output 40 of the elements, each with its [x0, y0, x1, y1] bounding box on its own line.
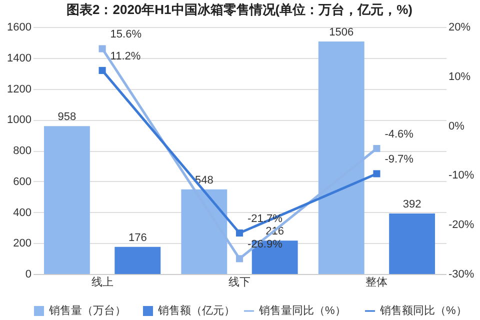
legend-label: 销售额（亿元）: [157, 304, 235, 317]
chart-title: 图表2：2020年H1中国冰箱零售情况(单位：万台，亿元，%): [66, 2, 412, 17]
point: [236, 255, 244, 262]
y-tick-label: 600: [13, 176, 32, 188]
legend-label: 销售量同比（%）: [258, 304, 346, 317]
legend-label: 销售量（万台）: [48, 304, 126, 317]
y-tick-label: 0: [25, 268, 32, 280]
y-tick-label: 1000: [7, 114, 32, 126]
data-label: 15.6%: [110, 28, 142, 41]
bar: [44, 126, 90, 274]
point: [373, 170, 380, 178]
point: [236, 229, 244, 237]
y-tick-label: 400: [13, 206, 32, 219]
y-tick-label: 800: [13, 145, 32, 157]
data-label: 1506: [329, 26, 354, 39]
y2-tick-label: -10%: [448, 170, 474, 182]
legend-label: 销售额同比（%）: [379, 304, 467, 317]
data-label: 11.2%: [110, 50, 141, 62]
y2-tick-label: -20%: [448, 219, 474, 232]
bar: [389, 213, 436, 274]
point: [98, 45, 106, 52]
y2-tick-label: -30%: [448, 268, 474, 280]
y2-tick-label: 20%: [448, 22, 471, 34]
data-label: 176: [128, 232, 147, 244]
data-label: 958: [58, 111, 76, 124]
x-tick-label: 整体: [366, 276, 388, 288]
y2-tick-label: 0%: [448, 120, 465, 132]
y-tick-label: 1400: [7, 52, 32, 64]
x-tick-label: 线上: [91, 276, 114, 288]
x-tick-label: 线下: [228, 276, 250, 288]
y-tick-label: 200: [13, 238, 32, 250]
point: [98, 66, 106, 74]
bar: [114, 246, 161, 274]
y-tick-label: 1200: [7, 83, 32, 96]
point: [373, 144, 380, 152]
data-label: -4.6%: [384, 128, 414, 141]
data-label: -9.7%: [384, 154, 414, 166]
y-tick-label: 1600: [7, 22, 32, 34]
y2-tick-label: 10%: [448, 70, 471, 83]
data-label: 392: [402, 198, 422, 210]
